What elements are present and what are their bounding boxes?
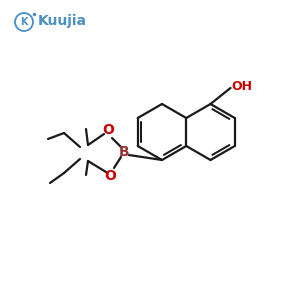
Text: B: B [119, 145, 129, 159]
Text: OH: OH [232, 80, 253, 94]
Text: Kuujia: Kuujia [38, 14, 87, 28]
Text: K: K [20, 17, 28, 27]
Text: O: O [102, 123, 114, 137]
Text: O: O [104, 169, 116, 183]
